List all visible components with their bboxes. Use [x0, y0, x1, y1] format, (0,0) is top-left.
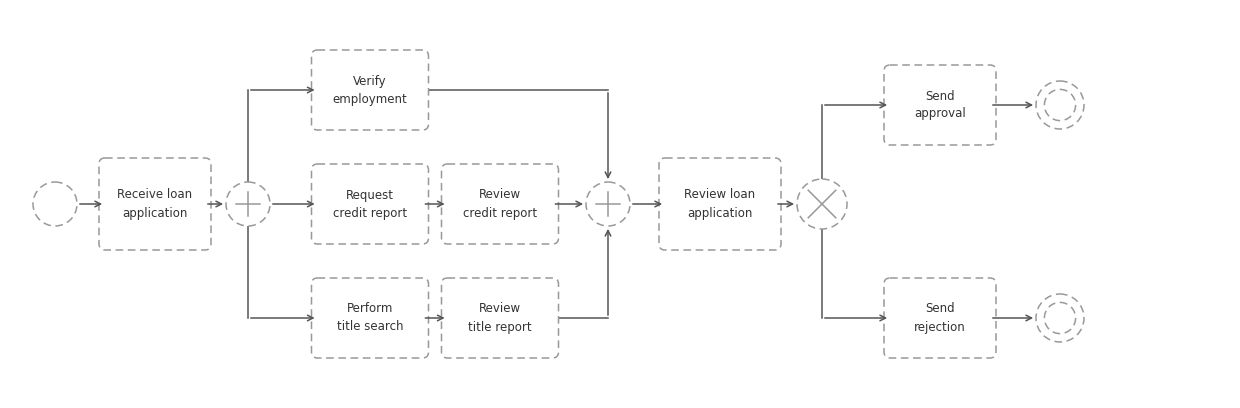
Text: Review
title report: Review title report — [469, 302, 532, 333]
FancyBboxPatch shape — [658, 158, 781, 250]
FancyBboxPatch shape — [441, 164, 558, 244]
Text: Send
rejection: Send rejection — [914, 302, 966, 333]
FancyBboxPatch shape — [311, 164, 429, 244]
Text: Request
credit report: Request credit report — [332, 188, 407, 220]
Ellipse shape — [797, 179, 847, 229]
Text: Receive loan
application: Receive loan application — [118, 188, 192, 220]
Ellipse shape — [1035, 81, 1084, 129]
FancyBboxPatch shape — [441, 278, 558, 358]
Ellipse shape — [1044, 302, 1075, 334]
FancyBboxPatch shape — [884, 278, 996, 358]
Text: Send
approval: Send approval — [914, 89, 966, 120]
Ellipse shape — [1035, 294, 1084, 342]
Ellipse shape — [33, 182, 77, 226]
Text: Review
credit report: Review credit report — [463, 188, 537, 220]
FancyBboxPatch shape — [884, 65, 996, 145]
Text: Perform
title search: Perform title search — [337, 302, 403, 333]
Text: Review loan
application: Review loan application — [684, 188, 755, 220]
FancyBboxPatch shape — [311, 50, 429, 130]
Text: Verify
employment: Verify employment — [332, 75, 408, 106]
FancyBboxPatch shape — [99, 158, 211, 250]
Ellipse shape — [1044, 89, 1075, 121]
FancyBboxPatch shape — [311, 278, 429, 358]
Ellipse shape — [587, 182, 630, 226]
Ellipse shape — [226, 182, 270, 226]
